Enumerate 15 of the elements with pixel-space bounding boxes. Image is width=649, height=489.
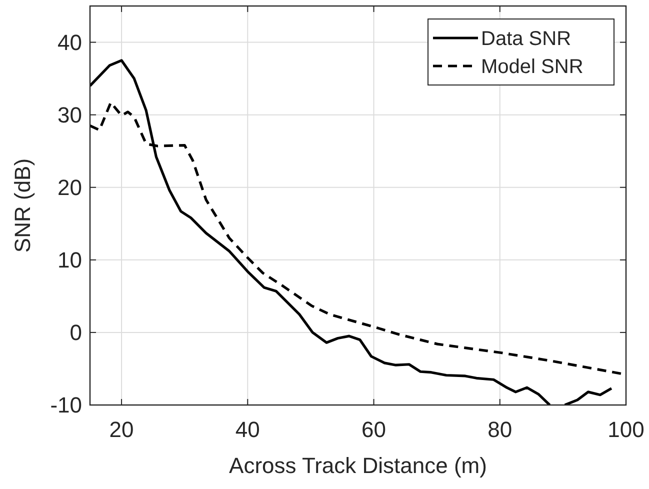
x-tick-label: 80 [488,417,512,442]
x-tick-label: 20 [109,417,134,442]
legend-label: Data SNR [481,28,572,50]
y-tick-label: 30 [58,102,82,128]
y-tick-label: 10 [58,248,82,273]
y-axis-title: SNR (dB) [10,158,35,253]
y-tick-label: -10 [50,392,82,418]
x-axis-title: Across Track Distance (m) [229,453,487,478]
y-tick-label: 40 [58,30,82,55]
x-tick-label: 100 [608,417,644,442]
x-tick-label: 60 [362,417,386,442]
legend-label: Model SNR [481,56,584,78]
y-tick-label: 0 [70,320,82,346]
x-tick-label: 40 [235,417,260,442]
y-tick-label: 20 [58,175,82,200]
